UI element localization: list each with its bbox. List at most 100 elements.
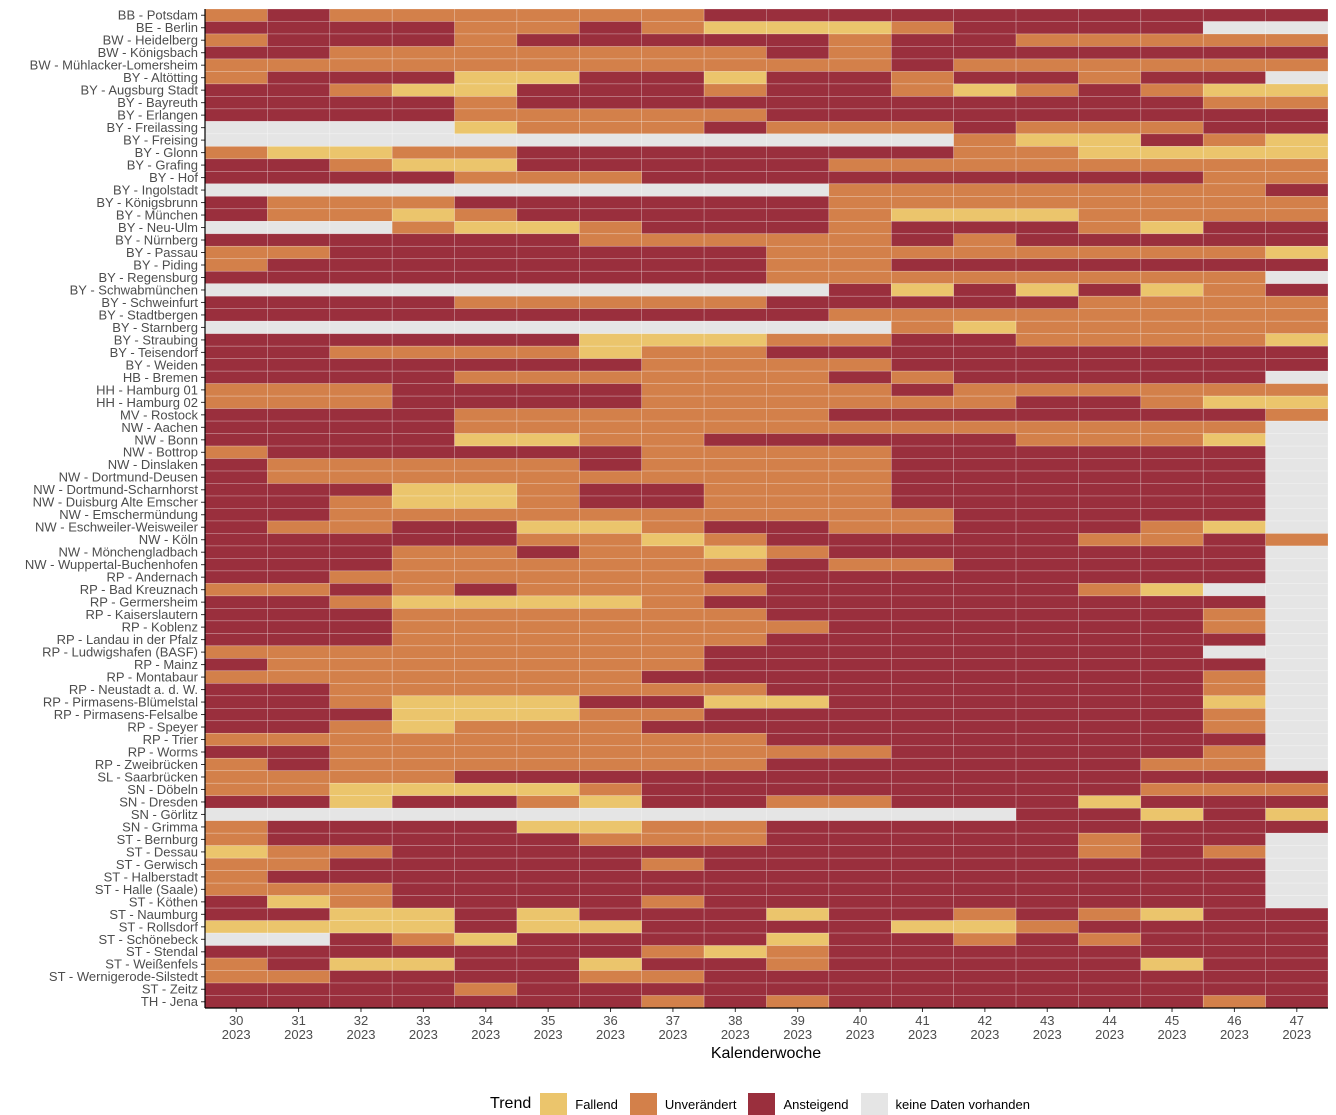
y-tick-label: NW - Bonn bbox=[134, 432, 198, 447]
heatmap-cell bbox=[641, 558, 705, 572]
heatmap-cell bbox=[953, 146, 1017, 160]
heatmap-cell bbox=[329, 146, 393, 160]
heatmap-cell bbox=[1078, 96, 1142, 110]
heatmap-cell bbox=[454, 96, 518, 110]
heatmap-cell bbox=[329, 445, 393, 459]
heatmap-cell bbox=[516, 108, 580, 122]
heatmap-cell bbox=[391, 245, 455, 260]
heatmap-cell bbox=[204, 720, 268, 734]
heatmap-cell bbox=[204, 895, 268, 909]
heatmap-cell bbox=[1202, 957, 1266, 971]
heatmap-cell bbox=[766, 545, 830, 559]
heatmap-cell bbox=[1202, 308, 1266, 322]
heatmap-cell bbox=[391, 308, 455, 322]
heatmap-cell bbox=[703, 133, 767, 147]
heatmap-cell bbox=[890, 845, 954, 859]
heatmap-cell bbox=[516, 158, 580, 172]
heatmap-cell bbox=[828, 433, 892, 447]
heatmap-cell bbox=[1140, 957, 1204, 971]
heatmap-cell bbox=[703, 533, 767, 547]
heatmap-cell bbox=[516, 183, 580, 197]
heatmap-cell bbox=[267, 220, 331, 235]
heatmap-cell bbox=[828, 707, 892, 722]
heatmap-cell bbox=[1078, 832, 1142, 846]
heatmap-cell bbox=[1140, 245, 1204, 260]
heatmap-cell bbox=[766, 670, 830, 684]
heatmap-cell bbox=[641, 820, 705, 834]
heatmap-cell bbox=[267, 458, 331, 472]
heatmap-cell bbox=[953, 520, 1017, 534]
heatmap-cell bbox=[1015, 33, 1079, 47]
heatmap-cell bbox=[267, 558, 331, 572]
heatmap-cell bbox=[703, 732, 767, 747]
heatmap-cell bbox=[1078, 945, 1142, 959]
heatmap-cell bbox=[890, 8, 954, 22]
heatmap-cell bbox=[391, 595, 455, 609]
heatmap-cell bbox=[1078, 970, 1142, 984]
heatmap-cell bbox=[766, 658, 830, 672]
heatmap-cell bbox=[703, 121, 767, 135]
heatmap-cell bbox=[953, 171, 1017, 185]
heatmap-cell bbox=[1015, 171, 1079, 185]
heatmap-cell bbox=[579, 383, 643, 397]
heatmap-cell bbox=[890, 33, 954, 47]
heatmap-cell bbox=[391, 970, 455, 984]
heatmap-cell bbox=[828, 683, 892, 697]
heatmap-cell bbox=[454, 333, 518, 347]
heatmap-cell bbox=[1202, 745, 1266, 759]
heatmap-cell bbox=[329, 258, 393, 272]
heatmap-cell bbox=[703, 608, 767, 622]
y-tick-label: ST - Wernigerode-Silstedt bbox=[49, 969, 198, 984]
heatmap-cell bbox=[641, 920, 705, 934]
heatmap-cell bbox=[641, 470, 705, 484]
heatmap-cell bbox=[766, 183, 830, 197]
heatmap-cell bbox=[1078, 220, 1142, 235]
heatmap-cell bbox=[1078, 320, 1142, 334]
heatmap-cell bbox=[204, 695, 268, 709]
heatmap-cell bbox=[703, 245, 767, 260]
x-tick-label: 35 2023 bbox=[533, 1013, 563, 1042]
heatmap-cell bbox=[890, 483, 954, 497]
heatmap-cell bbox=[329, 483, 393, 497]
heatmap-cell bbox=[1078, 445, 1142, 459]
y-tick-label: ST - Weißenfels bbox=[105, 957, 198, 972]
heatmap-cell bbox=[703, 220, 767, 235]
heatmap-cell bbox=[641, 71, 705, 85]
heatmap-cell bbox=[1202, 58, 1266, 72]
heatmap-cell bbox=[454, 495, 518, 509]
heatmap-cell bbox=[1078, 745, 1142, 759]
heatmap-cell bbox=[516, 220, 580, 235]
heatmap-cell bbox=[828, 782, 892, 797]
heatmap-cell bbox=[828, 895, 892, 909]
heatmap-cell bbox=[579, 820, 643, 834]
heatmap-cell bbox=[828, 470, 892, 484]
heatmap-cell bbox=[267, 982, 331, 996]
heatmap-cell bbox=[1202, 345, 1266, 359]
heatmap-cell bbox=[1265, 21, 1329, 35]
y-tick-label: BY - Straubing bbox=[114, 332, 198, 347]
heatmap-cell bbox=[1015, 745, 1079, 759]
heatmap-cell bbox=[1140, 83, 1204, 97]
heatmap-cell bbox=[329, 108, 393, 122]
heatmap-cell bbox=[828, 695, 892, 709]
heatmap-cell bbox=[391, 807, 455, 821]
heatmap-cell bbox=[1015, 445, 1079, 459]
heatmap-cell bbox=[267, 283, 331, 297]
heatmap-cell bbox=[454, 670, 518, 684]
heatmap-cell bbox=[204, 982, 268, 996]
heatmap-cell bbox=[1140, 21, 1204, 35]
heatmap-cell bbox=[1265, 383, 1329, 397]
heatmap-cell bbox=[204, 196, 268, 210]
heatmap-cell bbox=[641, 408, 705, 422]
heatmap-cell bbox=[579, 695, 643, 709]
heatmap-cell bbox=[1015, 208, 1079, 222]
heatmap-cell bbox=[766, 83, 830, 97]
heatmap-cell bbox=[766, 370, 830, 384]
heatmap-cell bbox=[766, 882, 830, 896]
heatmap-cell bbox=[516, 33, 580, 47]
heatmap-cell bbox=[329, 196, 393, 210]
heatmap-cell bbox=[579, 670, 643, 684]
heatmap-cell bbox=[1015, 620, 1079, 634]
heatmap-cell bbox=[1078, 83, 1142, 97]
heatmap-cell bbox=[766, 258, 830, 272]
